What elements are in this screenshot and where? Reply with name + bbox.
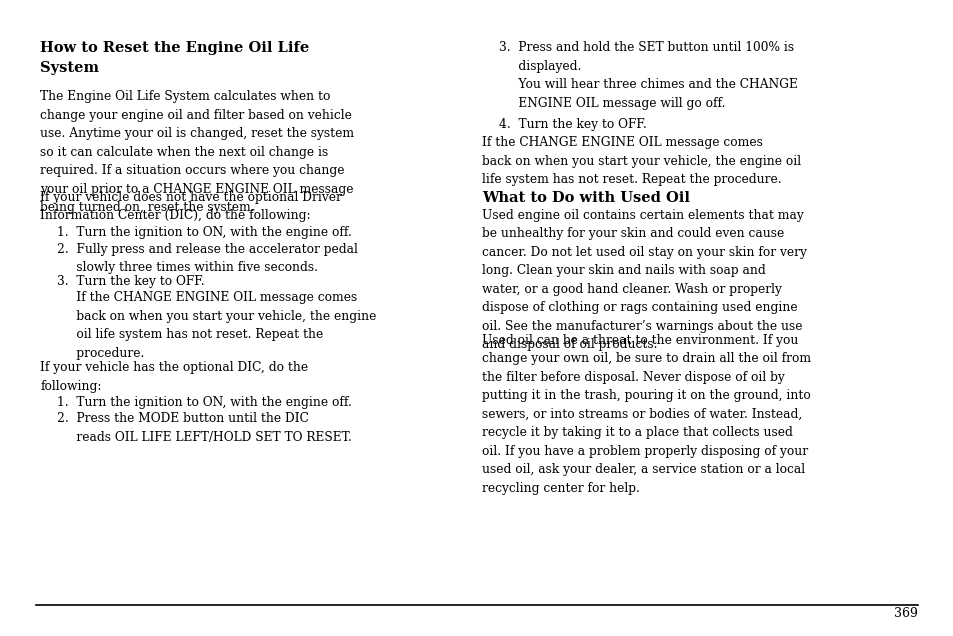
Text: 2.  Fully press and release the accelerator pedal
     slowly three times within: 2. Fully press and release the accelerat… [57,243,357,275]
Text: If your vehicle does not have the optional Driver
Information Center (DIC), do t: If your vehicle does not have the option… [40,191,341,223]
Text: Used engine oil contains certain elements that may
be unhealthy for your skin an: Used engine oil contains certain element… [481,209,806,351]
Text: 4.  Turn the key to OFF.: 4. Turn the key to OFF. [498,118,646,130]
Text: If the CHANGE ENGINE OIL message comes
back on when you start your vehicle, the : If the CHANGE ENGINE OIL message comes b… [481,136,801,186]
Text: 3.  Turn the key to OFF.: 3. Turn the key to OFF. [57,275,205,287]
Text: 369: 369 [893,607,917,620]
Text: 1.  Turn the ignition to ON, with the engine off.: 1. Turn the ignition to ON, with the eng… [57,396,352,408]
Text: If the CHANGE ENGINE OIL message comes
     back on when you start your vehicle,: If the CHANGE ENGINE OIL message comes b… [57,291,376,360]
Text: 1.  Turn the ignition to ON, with the engine off.: 1. Turn the ignition to ON, with the eng… [57,226,352,239]
Text: If your vehicle has the optional DIC, do the
following:: If your vehicle has the optional DIC, do… [40,361,308,393]
Text: What to Do with Used Oil: What to Do with Used Oil [481,191,689,205]
Text: How to Reset the Engine Oil Life
System: How to Reset the Engine Oil Life System [40,41,309,76]
Text: 3.  Press and hold the SET button until 100% is
     displayed.
     You will he: 3. Press and hold the SET button until 1… [498,41,797,110]
Text: 2.  Press the MODE button until the DIC
     reads OIL LIFE LEFT/HOLD SET TO RES: 2. Press the MODE button until the DIC r… [57,412,352,444]
Text: The Engine Oil Life System calculates when to
change your engine oil and filter : The Engine Oil Life System calculates wh… [40,90,354,214]
Text: Used oil can be a threat to the environment. If you
change your own oil, be sure: Used oil can be a threat to the environm… [481,334,810,495]
